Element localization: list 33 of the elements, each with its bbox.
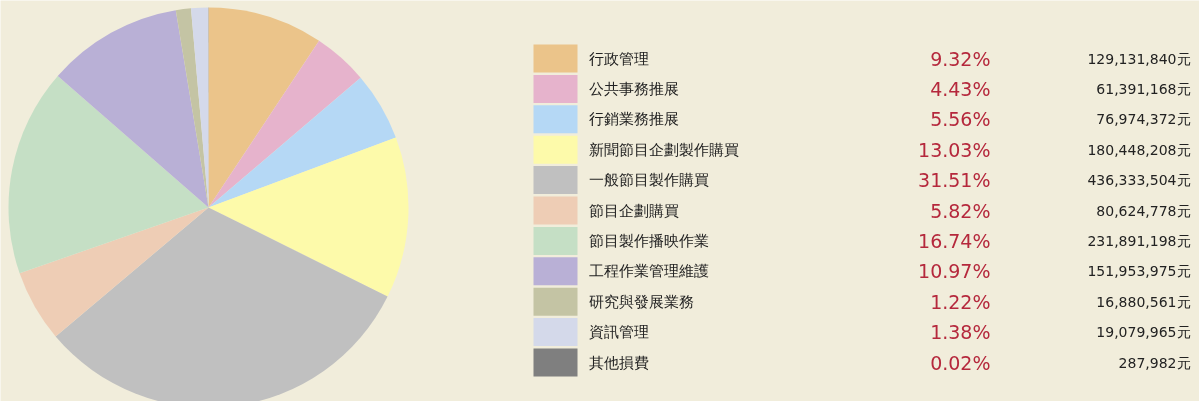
text: 1.22%	[930, 290, 991, 313]
legend-label: 一般節目製作購買	[588, 171, 709, 190]
legend-label: 節目製作播映作業	[588, 231, 709, 250]
data-label: 231,891,198元	[1087, 232, 1191, 249]
legend-label: 研究與發展業務	[588, 292, 694, 311]
data-label: 80,624,778元	[1096, 202, 1191, 219]
legend-label: 行銷業務推展	[588, 110, 679, 129]
text: 4.43%	[930, 77, 991, 100]
text: 1.38%	[930, 321, 991, 344]
legend-label: 行政管理	[588, 49, 649, 68]
legend-label: 工程作業管理維護	[588, 262, 709, 281]
text: 9.32%	[930, 47, 991, 70]
text: 5.56%	[930, 108, 991, 131]
data-label: 129,131,840元	[1087, 50, 1191, 67]
text: 31.51%	[918, 169, 991, 192]
data-label: 287,982元	[1118, 354, 1191, 371]
legend-label: 資訊管理	[588, 323, 649, 342]
data-label: 436,333,504元	[1087, 172, 1191, 189]
data-label: 16,880,561元	[1096, 293, 1191, 310]
legend-label: 公共事務推展	[588, 79, 679, 98]
legend-label: 新聞節目企劃製作購買	[588, 140, 739, 159]
text: 5.82%	[930, 199, 991, 222]
text: 0.02%	[930, 351, 991, 374]
data-label: 76,974,372元	[1096, 111, 1191, 128]
text: 10.97%	[918, 260, 991, 283]
text: 13.03%	[918, 138, 991, 161]
text: 16.74%	[918, 229, 991, 252]
data-label: 151,953,975元	[1087, 263, 1191, 280]
legend-label: 其他損費	[588, 353, 649, 372]
data-label: 180,448,208元	[1087, 141, 1191, 158]
legend-label: 節目企劃購買	[588, 201, 679, 220]
data-label: 61,391,168元	[1096, 80, 1191, 97]
data-label: 19,079,965元	[1096, 324, 1191, 341]
